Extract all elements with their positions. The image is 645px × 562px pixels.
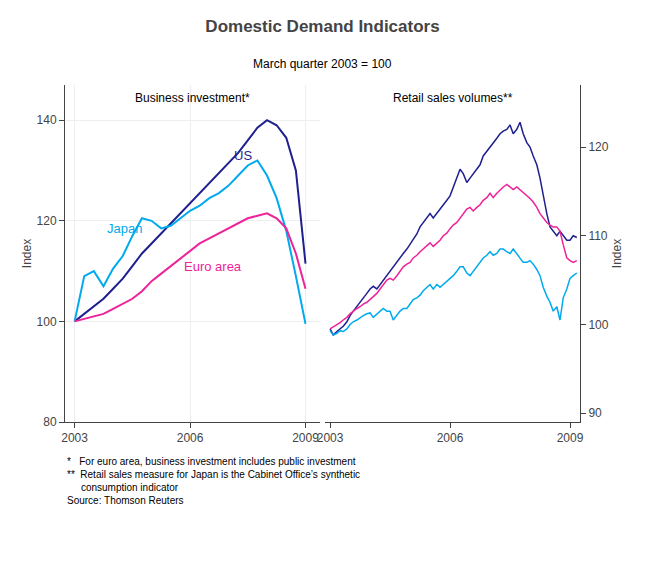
svg-text:2006: 2006	[177, 431, 204, 445]
svg-text:100: 100	[588, 318, 608, 332]
svg-text:2003: 2003	[61, 431, 88, 445]
svg-text:120: 120	[37, 214, 57, 228]
svg-text:80: 80	[43, 415, 57, 429]
svg-text:110: 110	[588, 229, 607, 243]
svg-text:Domestic Demand Indicators: Domestic Demand Indicators	[205, 17, 439, 36]
svg-text:Business investment*: Business investment*	[135, 91, 250, 105]
svg-text:2009: 2009	[557, 431, 584, 445]
svg-text:100: 100	[37, 315, 57, 329]
svg-text:Retail sales volumes**: Retail sales volumes**	[393, 91, 513, 105]
svg-text:2009: 2009	[292, 431, 319, 445]
svg-text:Japan: Japan	[107, 221, 142, 236]
svg-text:2006: 2006	[437, 431, 464, 445]
svg-text:90: 90	[588, 406, 602, 420]
svg-text:Euro area: Euro area	[184, 259, 242, 274]
svg-text:120: 120	[588, 140, 608, 154]
svg-text:Index: Index	[610, 239, 624, 268]
svg-text:2003: 2003	[317, 431, 344, 445]
svg-text:140: 140	[37, 113, 57, 127]
svg-text:March quarter 2003 = 100: March quarter 2003 = 100	[253, 57, 392, 71]
svg-text:Index: Index	[20, 239, 34, 268]
svg-text:* For euro area, business in: * For euro area, business investment inc…	[67, 456, 360, 506]
svg-text:US: US	[234, 148, 252, 163]
